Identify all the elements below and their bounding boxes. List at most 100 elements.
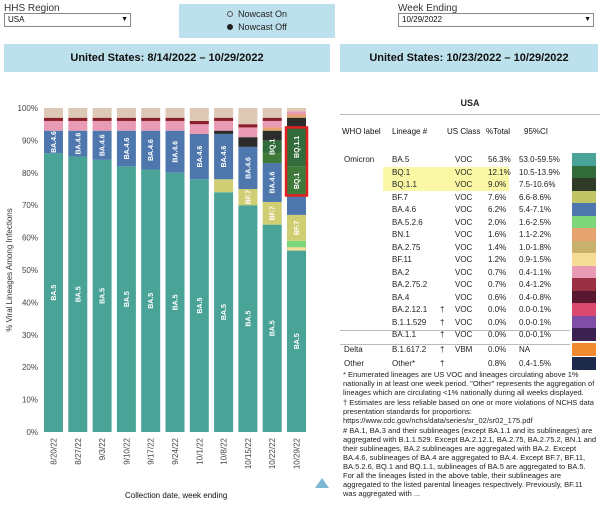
bar-segment-bn-1[interactable] bbox=[262, 127, 282, 131]
bar-segment-bq-1-1[interactable] bbox=[287, 166, 306, 196]
nowcast-on-radio[interactable]: Nowcast On bbox=[179, 9, 335, 19]
bar-segment-ba-4[interactable] bbox=[165, 117, 185, 121]
who-label-cell: Other bbox=[344, 359, 365, 368]
bar-segment-ba-5[interactable] bbox=[92, 159, 112, 432]
nowcast-on-label: Nowcast On bbox=[237, 9, 288, 19]
bar-segment-ba-2[interactable] bbox=[116, 120, 136, 131]
ci-cell: 0.4-1.5% bbox=[519, 359, 552, 368]
lineage-cell: B.1.1.529 bbox=[392, 317, 427, 327]
bar-segment-ba-4[interactable] bbox=[68, 117, 88, 121]
bar-segment-ba-2[interactable] bbox=[238, 127, 258, 138]
bar-data-label: BA.5 bbox=[75, 286, 82, 302]
footnote-hash: # BA.1, BA.3 and their sublineages (exce… bbox=[343, 426, 597, 498]
scroll-up-arrow-icon[interactable] bbox=[315, 478, 329, 488]
ci-cell: NA bbox=[519, 344, 531, 354]
bar-segment-bf-7[interactable] bbox=[214, 179, 234, 193]
bar-segment-ba-5[interactable] bbox=[214, 192, 234, 432]
bar-segment-ba-4[interactable] bbox=[262, 117, 282, 121]
bar-segment-ba-4-6[interactable] bbox=[287, 195, 306, 215]
bar-segment-ba-2-75[interactable] bbox=[238, 137, 258, 147]
bar-data-label: BA.4.6 bbox=[197, 146, 204, 168]
bar-segment-ba-2-75[interactable] bbox=[214, 130, 234, 134]
bar-segment-ba-4[interactable] bbox=[238, 124, 258, 128]
bar-data-label: BQ.1.1 bbox=[294, 136, 301, 158]
bar-segment-ba-4-6[interactable] bbox=[214, 133, 234, 180]
bar-segment-bf-7[interactable] bbox=[262, 201, 282, 225]
bar-segment-ba-4-6[interactable] bbox=[238, 146, 258, 189]
bar-segment-ba-5[interactable] bbox=[165, 172, 185, 433]
bar-segment-other[interactable] bbox=[92, 108, 112, 118]
bar-segment-other[interactable] bbox=[141, 108, 161, 118]
bar-segment-ba-2-75[interactable] bbox=[262, 130, 282, 141]
bar-segment-ba-5-2-6[interactable] bbox=[287, 240, 306, 248]
bar-segment-ba-5[interactable] bbox=[287, 250, 306, 432]
bar-segment-other[interactable] bbox=[44, 108, 63, 118]
bar-segment-ba-2[interactable] bbox=[287, 111, 306, 115]
bar-segment-ba-2[interactable] bbox=[141, 120, 161, 131]
total-cell: 0.0% bbox=[488, 330, 507, 339]
total-cell: 12.1% bbox=[488, 167, 511, 177]
bar-segment-ba-5[interactable] bbox=[116, 166, 136, 432]
bar-segment-ba-2[interactable] bbox=[214, 120, 234, 131]
bar-segment-other[interactable] bbox=[238, 108, 258, 125]
bar-segment-ba-2[interactable] bbox=[189, 124, 209, 134]
bar-segment-ba-2[interactable] bbox=[92, 120, 112, 131]
bar-segment-ba-2-75[interactable] bbox=[287, 117, 306, 128]
bar-segment-ba-4-6[interactable] bbox=[141, 130, 161, 170]
bar-segment-bf-7[interactable] bbox=[287, 214, 306, 241]
bar-segment-ba-5[interactable] bbox=[238, 205, 258, 432]
bar-data-label: BQ.1 bbox=[270, 139, 277, 155]
bar-segment-ba-4-6[interactable] bbox=[189, 133, 209, 180]
bar-segment-ba-5[interactable] bbox=[141, 169, 161, 432]
bar-segment-ba-4[interactable] bbox=[214, 117, 234, 121]
us-class-cell: VOC bbox=[455, 317, 473, 327]
bar-segment-other[interactable] bbox=[189, 108, 209, 121]
bar-segment-other[interactable] bbox=[262, 108, 282, 118]
bar-segment-ba-4-6[interactable] bbox=[44, 130, 63, 154]
header-lineage: Lineage # bbox=[392, 127, 428, 136]
bar-segment-bq-1[interactable] bbox=[262, 140, 282, 154]
y-tick-label: 10% bbox=[22, 396, 38, 405]
nowcast-off-radio[interactable]: Nowcast Off bbox=[179, 22, 335, 32]
bar-segment-other[interactable] bbox=[214, 108, 234, 118]
bar-segment-ba-5[interactable] bbox=[68, 156, 88, 432]
lineage-color-swatch bbox=[572, 153, 596, 166]
bar-segment-ba-4[interactable] bbox=[116, 117, 136, 121]
bar-segment-bf-11[interactable] bbox=[287, 247, 306, 251]
bar-data-label: BA.4.6 bbox=[75, 133, 82, 155]
radio-filled-icon bbox=[227, 23, 234, 30]
bar-segment-ba-4-6[interactable] bbox=[92, 130, 112, 160]
us-class-cell: VOC bbox=[455, 155, 473, 164]
bar-segment-ba-5[interactable] bbox=[44, 153, 63, 433]
bar-segment-ba-4-6[interactable] bbox=[262, 163, 282, 202]
bar-segment-ba-5[interactable] bbox=[262, 224, 282, 432]
bar-segment-bq-1[interactable] bbox=[287, 127, 306, 167]
bar-segment-ba-4-6[interactable] bbox=[116, 130, 136, 167]
bar-data-label: BA.5 bbox=[124, 291, 131, 307]
y-tick-label: 70% bbox=[22, 201, 38, 210]
bar-segment-ba-2[interactable] bbox=[165, 120, 185, 131]
bar-segment-bq-1-1[interactable] bbox=[262, 153, 282, 164]
bar-segment-other[interactable] bbox=[68, 108, 88, 118]
bar-segment-ba-4-6[interactable] bbox=[165, 130, 185, 173]
bar-segment-ba-4[interactable] bbox=[92, 117, 112, 121]
bar-segment-bf-7[interactable] bbox=[238, 189, 258, 206]
hhs-region-select[interactable]: USA ▼ bbox=[4, 13, 131, 27]
bar-segment-other[interactable] bbox=[116, 108, 136, 118]
bar-segment-ba-4[interactable] bbox=[141, 117, 161, 121]
week-ending-select[interactable]: 10/29/2022 ▼ bbox=[398, 13, 594, 27]
bar-segment-other[interactable] bbox=[287, 108, 306, 112]
ci-cell: 53.0-59.5% bbox=[519, 155, 560, 164]
bar-data-label: BA.4.6 bbox=[245, 157, 252, 179]
bar-segment-bn-1[interactable] bbox=[287, 114, 306, 118]
bar-segment-ba-2[interactable] bbox=[262, 120, 282, 128]
bar-segment-ba-4[interactable] bbox=[189, 120, 209, 125]
bar-segment-other[interactable] bbox=[165, 108, 185, 118]
bar-segment-ba-4-6[interactable] bbox=[68, 130, 88, 157]
lineage-cell: BA.2.75.2 bbox=[392, 280, 428, 289]
header-us-class: US Class bbox=[447, 127, 481, 136]
bar-segment-ba-5[interactable] bbox=[189, 179, 209, 432]
bar-segment-ba-4[interactable] bbox=[44, 117, 63, 121]
bar-segment-ba-2[interactable] bbox=[68, 120, 88, 131]
bar-segment-ba-2[interactable] bbox=[44, 120, 63, 131]
